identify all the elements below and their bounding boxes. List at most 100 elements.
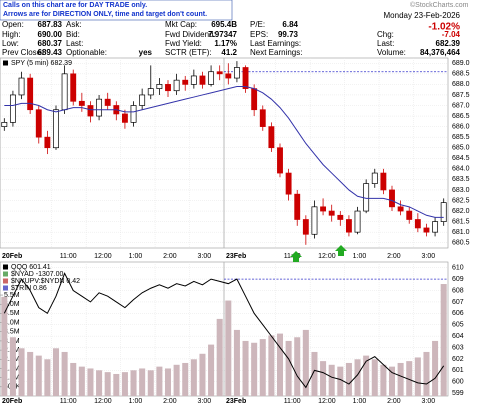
candle-body: [96, 98, 103, 117]
header: ©StockCharts.com Monday 23-Feb-2026 -1.0…: [384, 1, 469, 33]
y-tick-label: 687.5: [452, 92, 470, 99]
quote-label: Open:: [2, 20, 24, 29]
quote-label: Last Earnings:: [250, 39, 301, 48]
volume-bar: [285, 340, 292, 396]
candle-body: [199, 75, 206, 85]
volume-bar: [242, 340, 249, 396]
x-tick-label: 1:00: [353, 398, 367, 405]
candle-body: [354, 210, 361, 233]
volume-bar: [156, 366, 163, 396]
candle-body: [61, 73, 68, 111]
summary-label: Last:: [377, 39, 394, 48]
y-tick-label: 602: [452, 356, 464, 363]
quote-label: Optionable:: [66, 48, 107, 57]
y-tick-label: 603: [452, 344, 464, 351]
summary-value: 84,376,464: [420, 48, 461, 57]
volume-bar: [87, 368, 94, 396]
x-tick-label: 2:00: [387, 253, 401, 260]
candle-body: [302, 219, 309, 235]
candle-body: [277, 147, 283, 174]
candle-body: [78, 100, 85, 106]
quote-value: 1.17%: [214, 39, 237, 48]
brand: ©StockCharts.com: [410, 1, 469, 9]
volume-bar: [345, 362, 352, 396]
volume-bar: [294, 337, 301, 396]
y2-tick-label: 3.5M: [4, 329, 20, 336]
x-tick-label: 3:00: [198, 253, 212, 260]
volume-bar: [182, 362, 189, 396]
legend-label: SPY (5 min) 682.39: [11, 60, 72, 67]
x-tick-label: 23Feb: [226, 253, 246, 260]
volume-bar: [61, 351, 68, 396]
candle-body: [44, 136, 51, 149]
candle-body: [182, 79, 189, 85]
x-tick-label: 20Feb: [2, 253, 22, 260]
candle-body: [294, 193, 301, 220]
candle-body: [9, 94, 16, 123]
change-percent: -1.02%: [428, 22, 460, 33]
legend-label: $TRIN 0.86: [11, 285, 47, 292]
x-tick-label: 12:00: [94, 253, 112, 260]
legend-swatch: [3, 271, 8, 277]
volume-bar: [423, 351, 430, 396]
quote-value: yes: [139, 48, 153, 57]
summary-value: -7.04: [442, 30, 461, 39]
volume-bar: [139, 368, 146, 396]
x-tick-label: 11:00: [284, 398, 301, 405]
y-tick-label: 683.0: [452, 187, 470, 194]
legend-label: $NYAD -1307.00: [11, 271, 64, 278]
x-tick-label: 12:00: [94, 398, 112, 405]
volume-bar: [371, 359, 378, 396]
y-tick-label: 599: [452, 390, 464, 397]
volume-bar: [432, 340, 439, 396]
volume-bar: [406, 361, 413, 396]
y-tick-label: 688.0: [452, 81, 470, 88]
y-tick-label: 686.0: [452, 123, 470, 130]
quote-label: P/E:: [250, 20, 265, 29]
y-tick-label: 681.0: [452, 229, 470, 236]
candle-body: [18, 77, 25, 96]
candle-body: [423, 227, 430, 233]
notice-line: Calls on this chart are for DAY TRADE on…: [3, 2, 147, 9]
candle-body: [165, 84, 171, 92]
candle-body: [251, 88, 258, 111]
candle-body: [156, 84, 163, 89]
quote-value: 6.84: [282, 20, 298, 29]
candle-body: [363, 183, 370, 212]
y-tick-label: 688.5: [452, 71, 470, 78]
quote-label: High:: [2, 30, 21, 39]
volume-bar: [199, 353, 206, 396]
candle-body: [389, 189, 395, 208]
candle-body: [27, 77, 34, 111]
x-tick-label: 12:00: [318, 398, 336, 405]
y-tick-label: 607: [452, 299, 464, 306]
quote-value: 690.00: [38, 30, 63, 39]
volume-bar: [78, 366, 85, 396]
candle-body: [190, 75, 197, 85]
candle-body: [53, 109, 59, 149]
x-tick-label: 3:00: [422, 398, 436, 405]
quote-label: SCTR (ETF):: [165, 48, 212, 57]
candle-body: [397, 206, 404, 212]
quote-label: Next Earnings:: [250, 48, 302, 57]
legend-swatch: [3, 60, 8, 66]
volume-bar: [225, 300, 232, 396]
x-tick-label: 11:00: [60, 398, 77, 405]
candle-body: [121, 113, 128, 123]
y-tick-label: 681.5: [452, 218, 470, 225]
volume-bar: [130, 370, 137, 396]
x-tick-label: 11:00: [60, 253, 77, 260]
volume-bar: [251, 342, 258, 396]
summary-label: Volume:: [377, 48, 406, 57]
candle-body: [216, 71, 223, 75]
volume-bar: [190, 359, 197, 396]
volume-bar: [259, 339, 266, 396]
summary-value: 682.39: [436, 39, 461, 48]
volume-bar: [113, 373, 120, 396]
volume-bar: [363, 355, 370, 396]
volume-bar: [302, 329, 309, 396]
candle-body: [311, 206, 318, 235]
y-tick-label: 689.0: [452, 60, 470, 67]
x-tick-label: 1:00: [129, 253, 143, 260]
y-tick-label: 608: [452, 287, 464, 294]
